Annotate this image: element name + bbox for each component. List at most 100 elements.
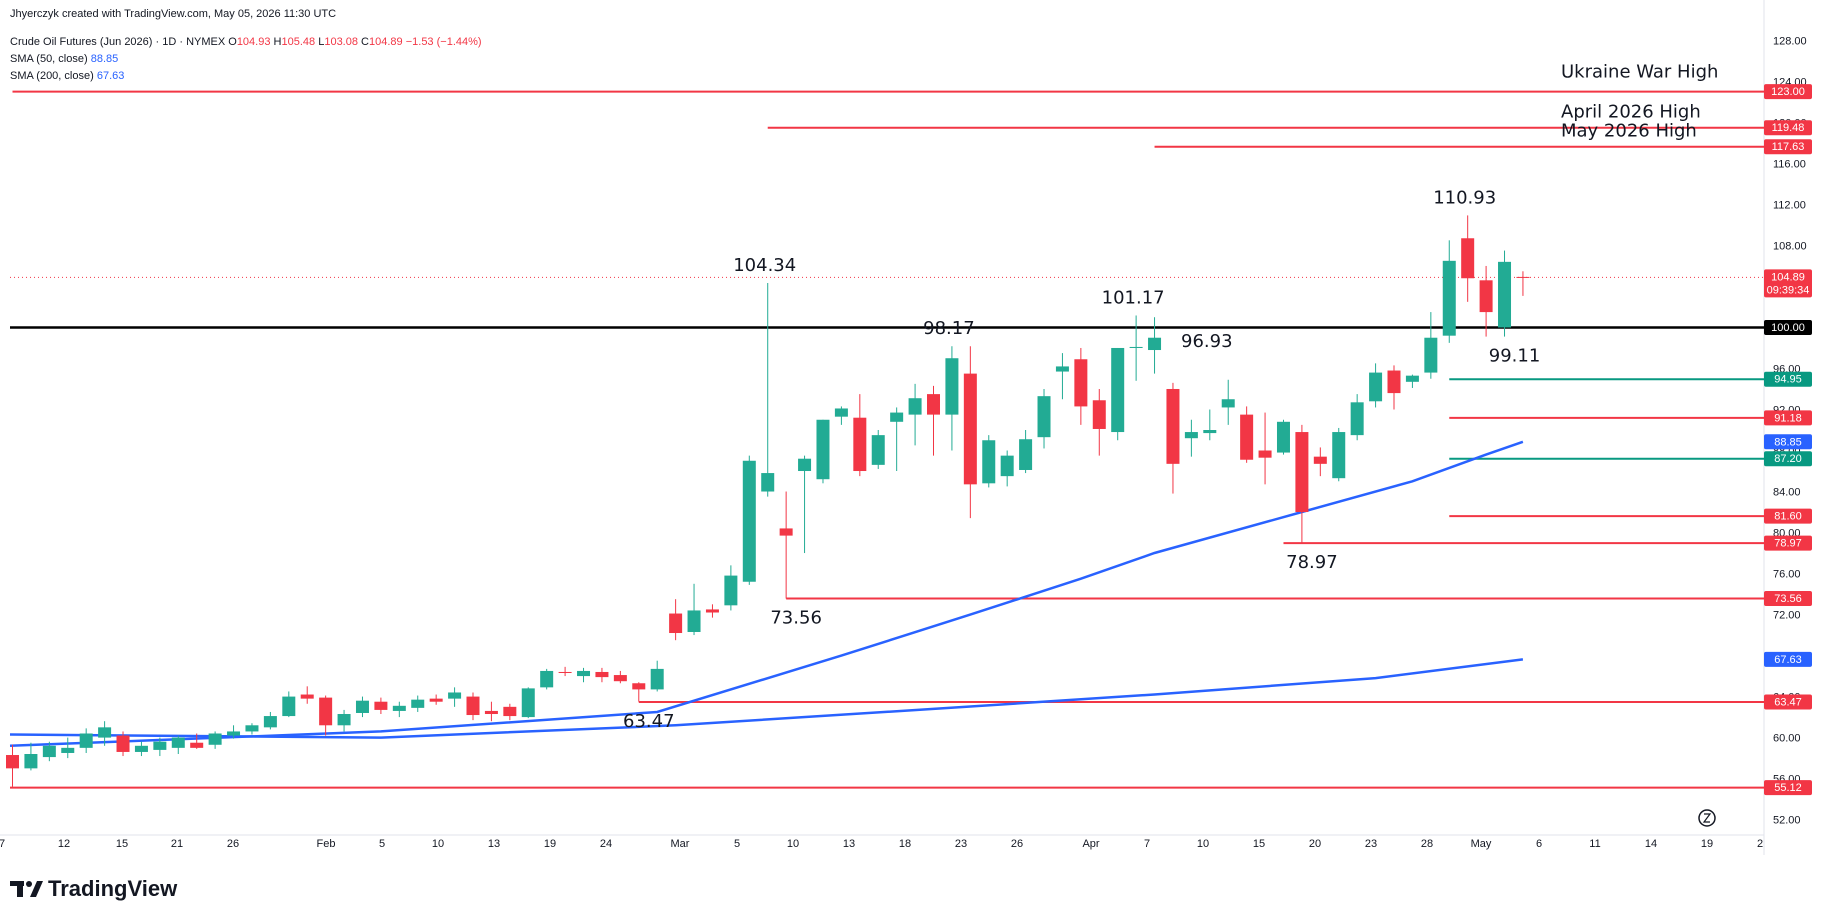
candle-body[interactable] [134,745,148,752]
candle-body[interactable] [227,731,241,736]
candle-body[interactable] [1258,450,1272,458]
candle-body[interactable] [705,609,719,613]
candle-body[interactable] [1055,366,1069,372]
candle-body[interactable] [484,710,498,715]
candle-body[interactable] [1405,375,1419,382]
candle-body[interactable] [687,610,701,632]
sma50-legend[interactable]: SMA (50, close) 88.85 [10,53,118,65]
candle-body[interactable] [1424,337,1438,373]
price-axis-tag [1764,120,1812,136]
clock-icon[interactable] [1698,809,1716,827]
sma200-legend[interactable]: SMA (200, close) 67.63 [10,70,124,82]
time-tick-label: 26 [1011,838,1023,850]
candle-body[interactable] [1350,402,1364,436]
candle-body[interactable] [429,698,443,702]
candle-body[interactable] [1442,260,1456,336]
candle-body[interactable] [1129,346,1143,348]
symbol-legend[interactable]: Crude Oil Futures (Jun 2026) · 1D · NYME… [10,36,482,48]
candle-body[interactable] [650,668,664,690]
price-axis-tag [1764,410,1812,426]
candle-body[interactable] [558,671,572,673]
candle-body[interactable] [798,458,812,472]
candle-body[interactable] [1000,455,1014,477]
candle-body[interactable] [1203,430,1217,434]
candle-body[interactable] [337,714,351,726]
price-point-label: 98.17 [923,318,975,339]
candle-body[interactable] [742,460,756,582]
candle-body[interactable] [816,419,830,480]
candle-body[interactable] [761,473,775,492]
candle-body[interactable] [1092,400,1106,429]
candle-body[interactable] [300,694,314,699]
candle-body[interactable] [890,412,904,422]
tradingview-brand[interactable]: TradingView [10,876,177,902]
candle-body[interactable] [190,742,204,748]
sma200-line [9,658,1524,739]
candle-body[interactable] [1184,432,1198,439]
candle-body[interactable] [355,700,369,713]
candle-body[interactable] [24,754,38,769]
candle-body[interactable] [669,613,683,634]
candle-body[interactable] [963,373,977,485]
candle-body[interactable] [263,716,277,728]
candle-body[interactable] [834,408,848,417]
candle-body[interactable] [1276,421,1290,453]
candle-body[interactable] [1221,399,1235,408]
candle-body[interactable] [319,697,333,726]
candle-body[interactable] [1387,370,1401,394]
candle-body[interactable] [171,737,185,748]
time-tick-label: 23 [955,838,967,850]
price-axis-tag [1764,269,1812,298]
candle-body[interactable] [503,706,517,717]
candle-body[interactable] [853,417,867,472]
candle-body[interactable] [1332,432,1346,479]
candle-body[interactable] [521,688,535,718]
candle-body[interactable] [6,755,19,769]
candle-body[interactable] [374,701,388,710]
candle-body[interactable] [448,692,462,699]
candle-body[interactable] [779,528,793,536]
candle-body[interactable] [1148,337,1162,351]
candle-body[interactable] [540,670,554,688]
candle-body[interactable] [1461,238,1475,279]
candle-body[interactable] [1166,388,1180,464]
candle-body[interactable] [1240,414,1254,460]
candle-body[interactable] [613,675,627,682]
candle-body[interactable] [1111,347,1125,433]
candle-body[interactable] [1369,372,1383,402]
candle-body[interactable] [1313,456,1327,464]
candle-body[interactable] [1019,439,1033,470]
price-axis-tag-value: 63.47 [1774,697,1802,709]
candle-body[interactable] [61,747,75,753]
candle-body[interactable] [908,398,922,415]
price-axis-tag-value: 67.63 [1774,654,1802,666]
candle-body[interactable] [724,575,738,606]
candle-body[interactable] [42,745,56,758]
level-name-label: May 2026 High [1561,121,1697,142]
candle-body[interactable] [98,727,112,738]
price-axis-tag [1764,535,1812,551]
candle-body[interactable] [392,705,406,711]
candle-body[interactable] [595,671,609,678]
candle-body[interactable] [1516,276,1530,278]
candle-body[interactable] [927,394,940,415]
candle-body[interactable] [79,733,93,748]
candle-body[interactable] [1479,280,1493,313]
candle-body[interactable] [632,683,646,690]
candle-body[interactable] [1498,261,1512,328]
candle-body[interactable] [871,435,885,465]
candle-body[interactable] [1074,359,1088,407]
candle-body[interactable] [245,725,259,732]
candle-body[interactable] [577,670,591,677]
candle-body[interactable] [116,735,130,752]
candle-body[interactable] [466,696,480,716]
candle-body[interactable] [153,741,167,750]
candle-body[interactable] [1037,396,1051,438]
candle-body[interactable] [411,699,425,708]
candle-body[interactable] [1295,432,1309,513]
candle-body[interactable] [282,696,296,717]
candle-body[interactable] [982,440,996,484]
candle-body[interactable] [945,358,959,415]
candle-body[interactable] [208,733,222,745]
